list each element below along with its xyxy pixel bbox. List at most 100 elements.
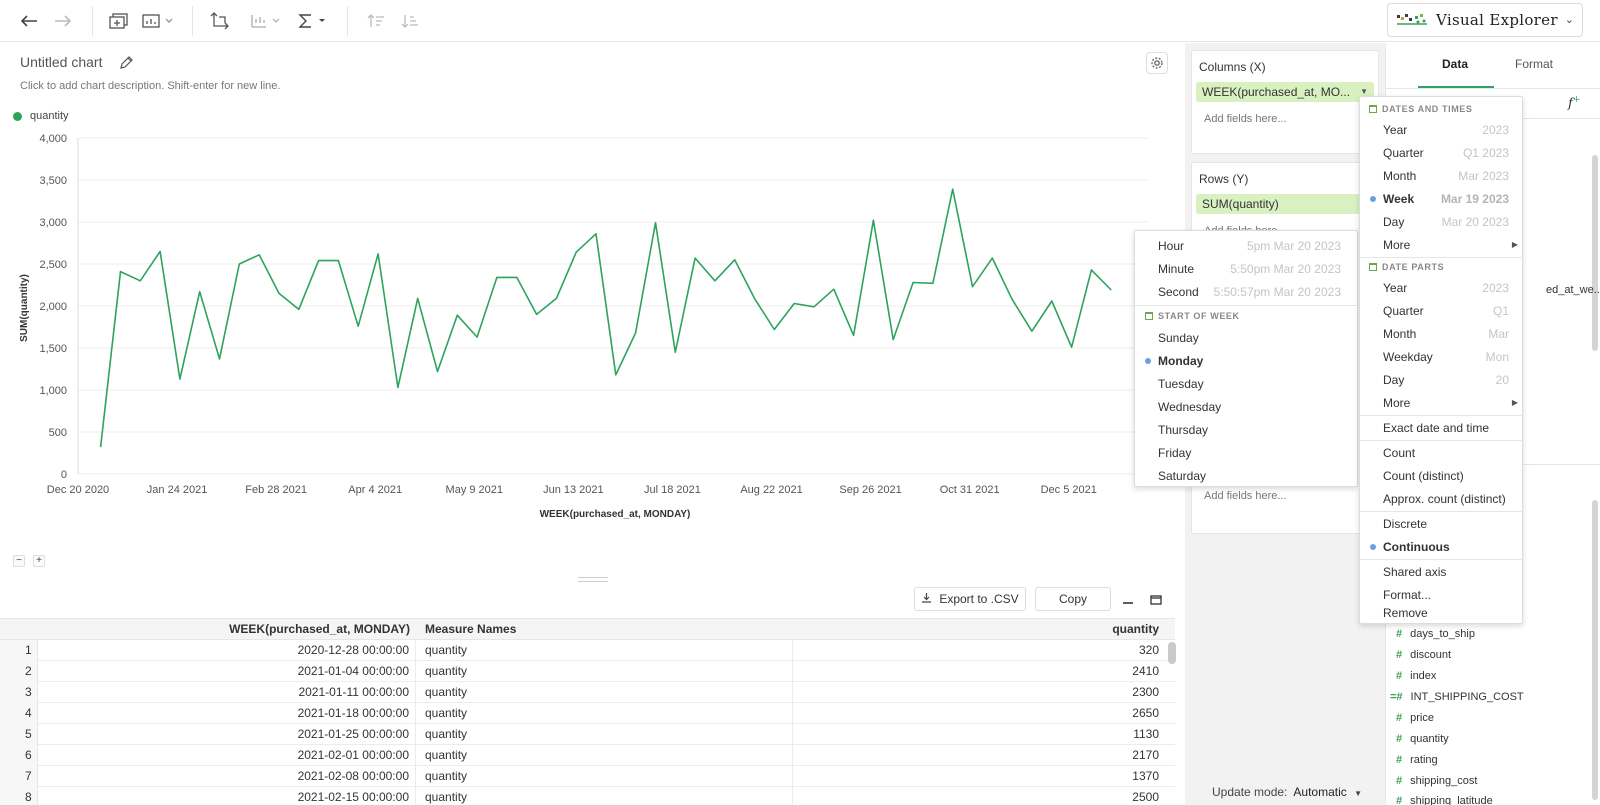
header-week[interactable]: WEEK(purchased_at, MONDAY)	[229, 622, 410, 636]
number-field-icon: #	[1396, 754, 1403, 766]
header-measure-names[interactable]: Measure Names	[425, 622, 517, 636]
fields-scrollbar[interactable]	[1592, 155, 1598, 351]
update-mode[interactable]: Update mode: Automatic ▼	[1212, 785, 1362, 799]
legend-label: quantity	[30, 110, 69, 122]
pencil-icon[interactable]	[119, 56, 133, 73]
gear-icon[interactable]	[1146, 52, 1168, 74]
export-csv-button[interactable]: Export to .CSV	[914, 587, 1026, 611]
columns-add-fields[interactable]: Add fields here...	[1204, 113, 1287, 125]
menu-item-part-quarter[interactable]: Quarter Q1	[1383, 304, 1509, 318]
field-shipping-latitude[interactable]: # shipping_latitude	[1396, 795, 1493, 805]
visual-explorer-selector[interactable]: Visual Explorer ⌄	[1387, 3, 1583, 37]
chart-description[interactable]: Click to add chart description. Shift-en…	[20, 80, 281, 92]
menu-item-minute[interactable]: Minute 5:50pm Mar 20 2023	[1158, 262, 1341, 276]
field-days-to-ship[interactable]: # days_to_ship	[1396, 628, 1475, 640]
field-truncated[interactable]: ed_at_we...	[1546, 284, 1600, 296]
line-chart[interactable]: 05001,0001,5002,0002,5003,0003,5004,000 …	[0, 128, 1160, 528]
column-pill-menu: DATES AND TIMES Year 2023 Quarter Q1 2023 …	[1359, 96, 1524, 624]
menu-item-sunday[interactable]: Sunday	[1158, 331, 1199, 345]
menu-item-wednesday[interactable]: Wednesday	[1158, 400, 1222, 414]
header-quantity[interactable]: quantity	[1112, 622, 1159, 636]
table-row: 1 2020-12-28 00:00:00 quantity 320	[0, 640, 1175, 661]
menu-item-more-dates[interactable]: More ▶	[1360, 234, 1524, 256]
sigma-icon[interactable]	[297, 7, 331, 35]
menu-item-week[interactable]: Week Mar 19 2023	[1360, 188, 1524, 210]
marks-add-fields[interactable]: Add fields here...	[1204, 490, 1287, 502]
update-mode-value[interactable]: Automatic	[1293, 785, 1347, 799]
menu-item-hour[interactable]: Hour 5pm Mar 20 2023	[1158, 239, 1341, 253]
add-formula-icon[interactable]: f+	[1568, 95, 1581, 112]
panel-resize-handle[interactable]	[578, 577, 608, 582]
cell-quantity: 1370	[1132, 769, 1159, 783]
tab-data[interactable]: Data	[1442, 57, 1469, 71]
remove-chart-icon[interactable]	[141, 7, 177, 35]
tab-format[interactable]: Format	[1515, 57, 1554, 71]
field-int-shipping-cost[interactable]: =# INT_SHIPPING_COST	[1390, 691, 1524, 703]
sort-asc-icon[interactable]	[364, 7, 388, 35]
cell-week: 2021-02-08 00:00:00	[38, 766, 416, 787]
menu-item-thursday[interactable]: Thursday	[1158, 423, 1209, 437]
arrow-left-icon[interactable]	[16, 7, 42, 35]
field-quantity[interactable]: # quantity	[1396, 733, 1449, 745]
x-tick-label: Dec 5 2021	[1041, 484, 1097, 496]
menu-item-part-day[interactable]: Day 20	[1383, 373, 1509, 387]
menu-item-month[interactable]: Month Mar 2023	[1383, 169, 1509, 183]
cell-measure-name: quantity	[425, 787, 793, 805]
menu-item-count[interactable]: Count	[1383, 446, 1416, 460]
menu-item-remove[interactable]: Remove	[1383, 606, 1428, 620]
add-chart-icon[interactable]	[106, 7, 132, 35]
swap-axes-icon[interactable]	[207, 7, 233, 35]
menu-item-tuesday[interactable]: Tuesday	[1158, 377, 1204, 391]
menu-item-count-distinct[interactable]: Count (distinct)	[1383, 469, 1464, 483]
menu-item-saturday[interactable]: Saturday	[1158, 469, 1207, 483]
menu-item-second[interactable]: Second 5:50:57pm Mar 20 2023	[1158, 285, 1341, 299]
menu-item-monday[interactable]: Monday	[1135, 350, 1359, 372]
copy-button[interactable]: Copy	[1035, 587, 1111, 611]
field-rating[interactable]: # rating	[1396, 754, 1438, 766]
caret-down-icon[interactable]: ▼	[1360, 87, 1368, 96]
menu-item-year[interactable]: Year 2023	[1383, 123, 1509, 137]
chart-title[interactable]: Untitled chart	[20, 54, 103, 70]
row-index: 6	[0, 745, 38, 766]
y-tick-label: 1,000	[39, 385, 67, 397]
menu-item-discrete[interactable]: Discrete	[1383, 517, 1428, 531]
menu-item-shared-axis[interactable]: Shared axis	[1383, 565, 1447, 579]
menu-item-exact-date[interactable]: Exact date and time	[1383, 421, 1490, 435]
y-tick-label: 3,500	[39, 175, 67, 187]
zoom-out-button[interactable]: −	[13, 555, 25, 567]
field-index[interactable]: # index	[1396, 670, 1437, 682]
arrow-right-icon[interactable]	[50, 7, 76, 35]
minimize-icon[interactable]	[1122, 594, 1134, 604]
measures-scrollbar[interactable]	[1592, 500, 1598, 800]
field-price[interactable]: # price	[1396, 712, 1434, 724]
menu-item-day[interactable]: Day Mar 20 2023	[1383, 215, 1509, 229]
rows-pill[interactable]: SUM(quantity)	[1196, 194, 1374, 214]
x-tick-label: Jun 13 2021	[543, 484, 604, 496]
menu-item-part-year[interactable]: Year 2023	[1383, 281, 1509, 295]
x-tick-label: Jul 18 2021	[644, 484, 701, 496]
dates-and-times-section: DATES AND TIMES	[1369, 104, 1473, 114]
maximize-icon[interactable]	[1150, 594, 1162, 605]
menu-item-part-weekday[interactable]: Weekday Mon	[1383, 350, 1509, 364]
field-shipping-cost[interactable]: # shipping_cost	[1396, 775, 1478, 787]
menu-item-continuous[interactable]: Continuous	[1360, 536, 1524, 558]
row-index: 1	[0, 640, 38, 661]
field-discount[interactable]: # discount	[1396, 649, 1452, 661]
active-tab-indicator	[1418, 86, 1494, 88]
sort-desc-icon[interactable]	[398, 7, 422, 35]
visual-explorer-logo-icon	[1396, 11, 1428, 30]
cell-week: 2021-01-25 00:00:00	[38, 724, 416, 745]
menu-item-more-parts[interactable]: More ▶	[1360, 392, 1524, 414]
table-scrollbar[interactable]	[1168, 642, 1176, 664]
columns-shelf[interactable]: Columns (X) WEEK(purchased_at, MO... ▼ A…	[1191, 50, 1379, 154]
columns-pill[interactable]: WEEK(purchased_at, MO... ▼	[1196, 82, 1374, 102]
menu-item-part-month[interactable]: Month Mar	[1383, 327, 1509, 341]
zoom-in-button[interactable]: +	[33, 555, 45, 567]
menu-item-format[interactable]: Format...	[1383, 588, 1432, 602]
menu-item-friday[interactable]: Friday	[1158, 446, 1192, 460]
menu-item-quarter[interactable]: Quarter Q1 2023	[1383, 146, 1509, 160]
number-field-icon: #	[1396, 775, 1403, 787]
x-tick-label: Feb 28 2021	[245, 484, 307, 496]
menu-item-approx-count[interactable]: Approx. count (distinct)	[1383, 492, 1506, 506]
sort-icon[interactable]	[249, 7, 283, 35]
